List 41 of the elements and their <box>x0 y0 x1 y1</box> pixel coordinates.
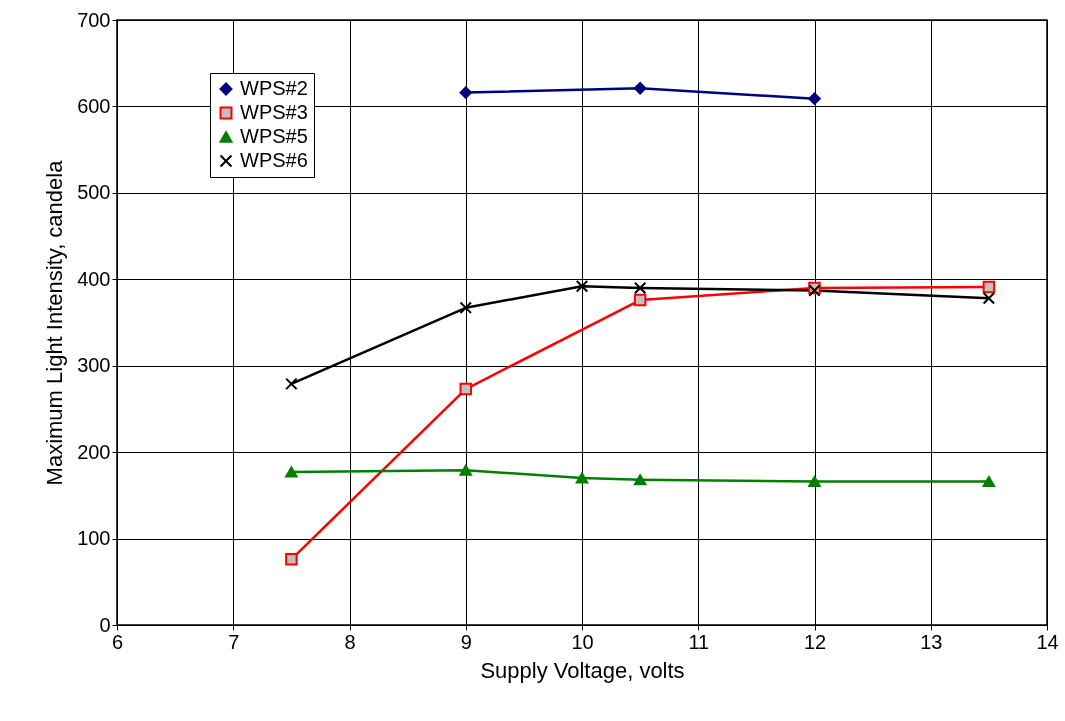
point <box>459 382 472 396</box>
legend-label: WPS#5 <box>240 125 308 147</box>
point <box>575 472 589 484</box>
point <box>459 86 472 99</box>
y-tick-label: 100 <box>77 527 111 550</box>
x-tick-label: 14 <box>1036 630 1059 653</box>
y-axis-title: Maximum Light Intensity, candela <box>42 159 68 486</box>
x-tick-label: 10 <box>571 630 594 653</box>
point <box>808 475 821 488</box>
y-tick-label: 200 <box>77 440 111 463</box>
y-tick-label: 600 <box>77 94 111 117</box>
point <box>285 553 298 566</box>
y-tick-label: 0 <box>99 613 111 636</box>
x-tick-label: 11 <box>688 630 710 653</box>
y-tick-label: 300 <box>77 354 111 377</box>
point <box>633 281 647 295</box>
x-tick-label: 13 <box>920 630 943 653</box>
y-tick-label: 500 <box>77 181 111 204</box>
x-tick-label: 7 <box>228 630 240 653</box>
point <box>459 464 472 476</box>
point <box>633 82 647 95</box>
y-tick-label: 700 <box>77 8 111 31</box>
point <box>633 293 647 307</box>
legend-label: WPS#2 <box>240 77 308 99</box>
point <box>808 92 821 105</box>
y-tick-label: 400 <box>77 267 111 290</box>
legend-label: WPS#3 <box>240 101 308 123</box>
point <box>285 466 298 478</box>
point <box>982 475 996 488</box>
point <box>575 279 589 293</box>
x-axis-title: Supply Voltage, volts <box>480 657 685 683</box>
x-tick-label: 6 <box>111 630 124 653</box>
point <box>982 292 996 305</box>
point <box>633 474 647 486</box>
x-tick-label: 8 <box>344 630 356 653</box>
x-tick-label: 9 <box>460 630 472 653</box>
point <box>982 280 996 294</box>
point <box>459 301 472 315</box>
x-tick-label: 12 <box>803 630 827 653</box>
legend-label: WPS#6 <box>240 149 308 171</box>
point <box>285 377 298 391</box>
